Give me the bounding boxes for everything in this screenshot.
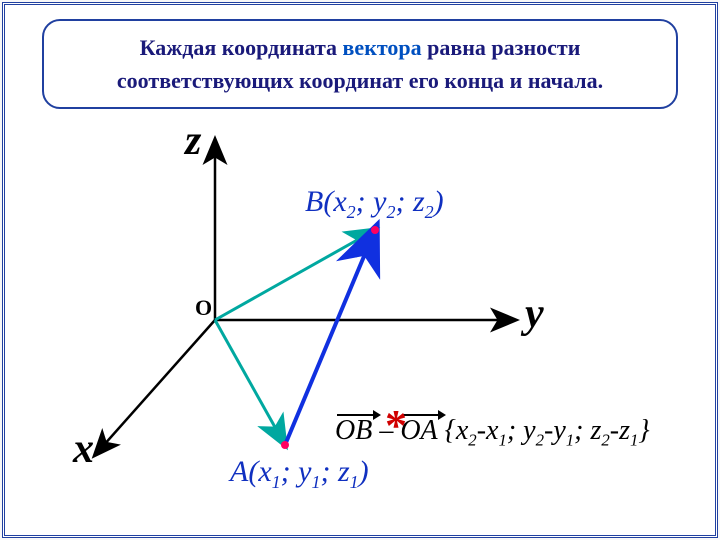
title-prefix: Каждая координата <box>140 35 343 60</box>
title-line-1: Каждая координата вектора равна разности <box>60 31 660 64</box>
vector-OB <box>215 230 375 320</box>
point-A-coords: (x1; y1; z1) <box>248 455 368 488</box>
point-label-A: A(x1; y1; z1) <box>230 455 369 493</box>
formula-rhs: {x2-x1; y2-y1; z2-z1} <box>445 415 650 446</box>
point-B-coords: (x2; y2; z2) <box>323 185 443 218</box>
arrow-over-icon <box>335 403 372 426</box>
vector-OA <box>215 320 285 445</box>
axis-label-y: y <box>525 290 544 338</box>
point-A-name: A <box>230 455 248 488</box>
axis-x <box>95 320 215 455</box>
title-box: Каждая координата вектора равна разности… <box>42 19 678 109</box>
origin-label: O <box>195 295 212 321</box>
formula: OB – OA {x2-x1; y2-y1; z2-z1} <box>335 415 650 451</box>
title-line-2: соответствующих координат его конца и на… <box>60 64 660 97</box>
axis-label-z: z <box>185 117 201 165</box>
star-icon: * <box>385 400 407 451</box>
point-A-dot <box>281 441 289 449</box>
slide-frame: Каждая координата вектора равна разности… <box>2 2 718 538</box>
title-suffix: равна разности <box>422 35 581 60</box>
diagram-area: z y x O B(x2; y2; z2) A(x1; y1; z1) OB –… <box>45 125 685 525</box>
vec-OB: OB <box>335 415 372 447</box>
title-highlight: вектора <box>343 35 422 60</box>
point-label-B: B(x2; y2; z2) <box>305 185 444 223</box>
axis-label-x: x <box>73 425 94 473</box>
point-B-dot <box>371 226 379 234</box>
point-B-name: B <box>305 185 323 218</box>
